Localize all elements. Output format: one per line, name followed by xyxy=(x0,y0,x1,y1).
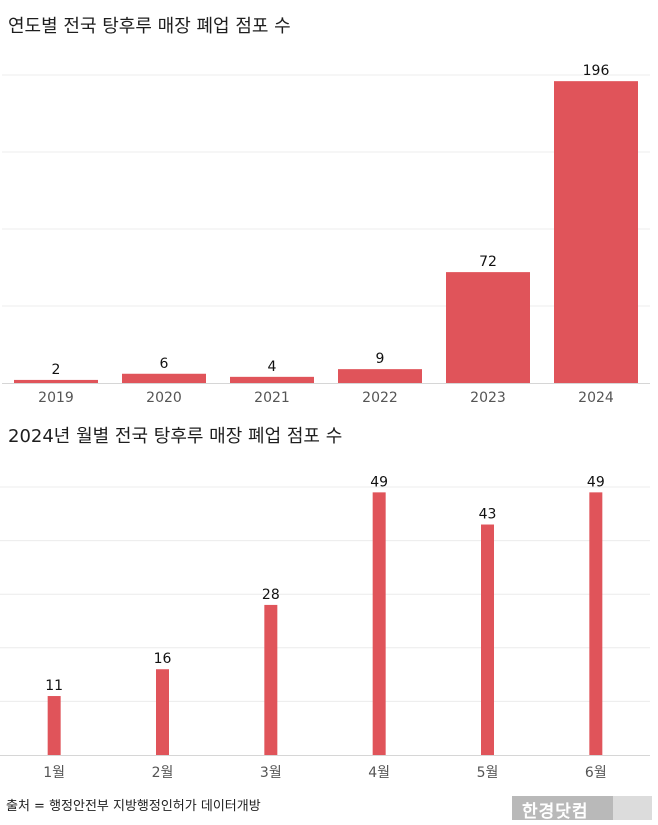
x-tick-label: 4월 xyxy=(368,765,390,781)
data-label: 2 xyxy=(52,362,61,378)
data-label: 43 xyxy=(479,507,497,523)
data-label: 196 xyxy=(583,63,610,79)
bar-2024 xyxy=(554,81,638,383)
logo-text: 한경닷컴 xyxy=(522,802,589,822)
bar-6월 xyxy=(589,492,603,755)
x-tick-label: 5월 xyxy=(477,765,499,781)
x-tick-label: 3월 xyxy=(260,765,282,781)
data-label: 28 xyxy=(262,587,280,603)
data-label: 4 xyxy=(268,359,277,375)
bar-5월 xyxy=(481,524,494,755)
data-label: 6 xyxy=(160,356,169,372)
x-tick-label: 2020 xyxy=(146,390,182,406)
x-tick-label: 2021 xyxy=(254,390,290,406)
x-tick-label: 6월 xyxy=(585,765,607,781)
bar-2월 xyxy=(156,669,169,755)
yearly-bar-chart: 2 2019 6 2020 4 2021 9 2022 72 2023 196 2024 xyxy=(2,63,650,406)
data-label: 16 xyxy=(154,651,172,667)
bar-2019 xyxy=(14,379,98,383)
x-tick-label: 1월 xyxy=(43,765,65,781)
data-label: 49 xyxy=(370,474,388,490)
bar-3월 xyxy=(264,604,278,755)
bar-2020 xyxy=(122,373,206,383)
bar-4월 xyxy=(372,492,386,755)
x-tick-label: 2023 xyxy=(470,390,506,406)
data-label: 49 xyxy=(587,474,605,490)
monthly-bar-chart: 11 1월 16 2월 28 3월 49 4월 43 5월 49 6월 xyxy=(0,474,650,781)
x-tick-label: 2024 xyxy=(578,390,614,406)
bar-1월 xyxy=(47,696,61,755)
data-label: 72 xyxy=(479,254,497,270)
data-label: 9 xyxy=(376,351,385,367)
source-note: 출처 = 행정안전부 지방행정인허가 데이터개방 xyxy=(6,799,261,814)
x-tick-label: 2019 xyxy=(38,390,74,406)
chart-title-yearly: 연도별 전국 탕후루 매장 폐업 점포 수 xyxy=(8,16,291,37)
chart-title-monthly: 2024년 월별 전국 탕후루 매장 폐업 점포 수 xyxy=(8,426,343,447)
bar-2021 xyxy=(230,376,314,383)
x-tick-label: 2022 xyxy=(362,390,398,406)
bar-2022 xyxy=(338,369,422,383)
x-tick-label: 2월 xyxy=(152,765,174,781)
publisher-logo: 한경닷컴 xyxy=(512,796,652,822)
bar-2023 xyxy=(446,272,530,383)
data-label: 11 xyxy=(45,678,63,694)
